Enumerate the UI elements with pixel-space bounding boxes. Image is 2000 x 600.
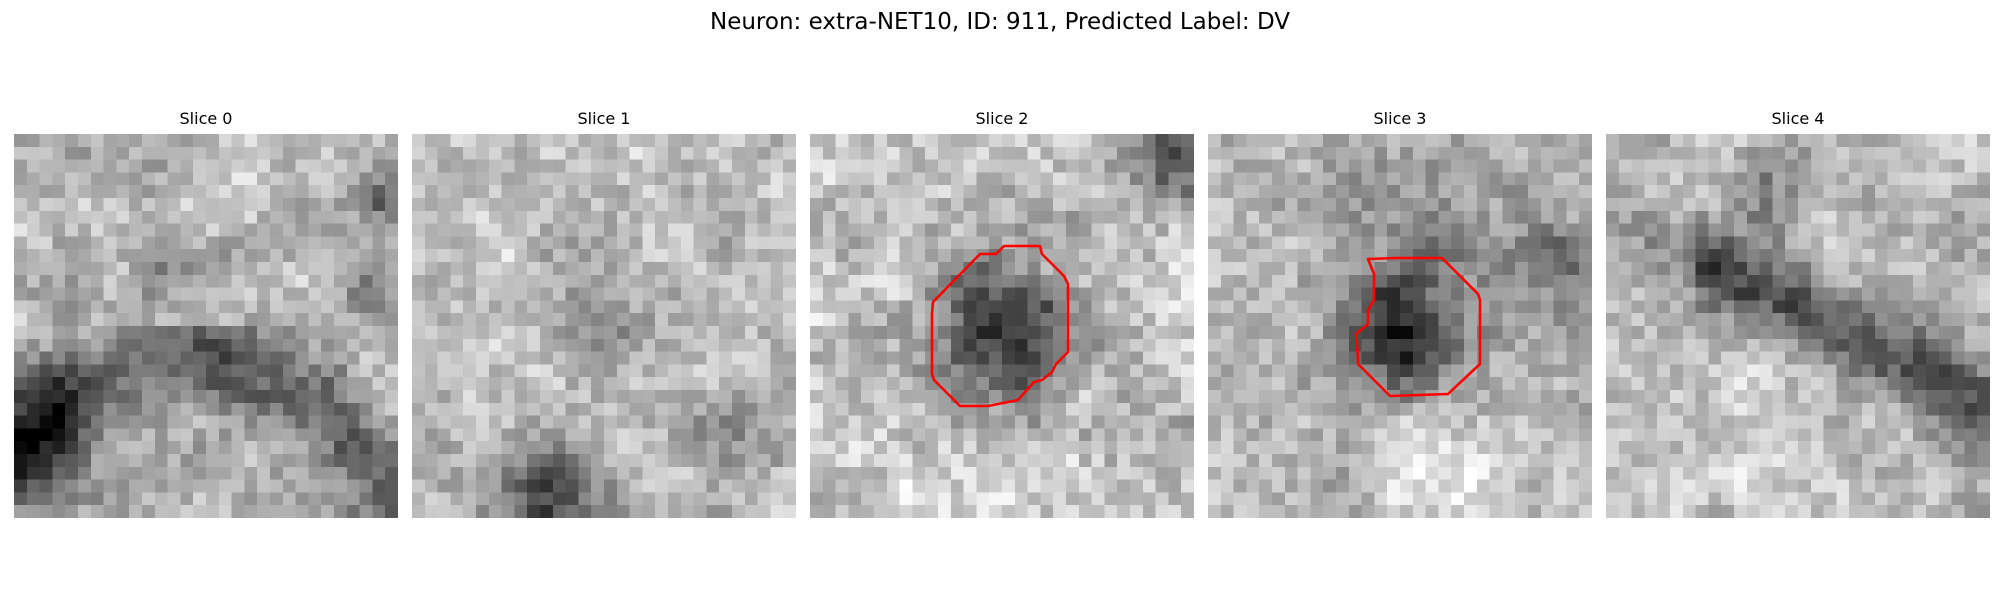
- roi-contour: [1354, 256, 1482, 398]
- roi-contour-overlay: [930, 244, 1070, 408]
- slice-title: Slice 3: [1373, 109, 1427, 128]
- slice-panel-0: Slice 0: [14, 108, 398, 520]
- slice-title: Slice 2: [975, 109, 1029, 128]
- figure-title: Neuron: extra-NET10, ID: 911, Predicted …: [710, 9, 1290, 35]
- slice-title: Slice 1: [577, 109, 631, 128]
- slice-title: Slice 4: [1771, 109, 1825, 128]
- slice-image: [1208, 134, 1592, 518]
- slice-panel-4: Slice 4: [1606, 108, 1990, 520]
- slice-title: Slice 0: [179, 109, 233, 128]
- slice-image: [1606, 134, 1990, 518]
- slice-image: [810, 134, 1194, 518]
- roi-contour: [930, 244, 1070, 408]
- roi-contour-overlay: [1354, 256, 1482, 398]
- slice-panel-2: Slice 2: [810, 108, 1194, 520]
- slice-image: [412, 134, 796, 518]
- slice-panel-3: Slice 3: [1208, 108, 1592, 520]
- slice-image: [14, 134, 398, 518]
- slice-panel-1: Slice 1: [412, 108, 796, 520]
